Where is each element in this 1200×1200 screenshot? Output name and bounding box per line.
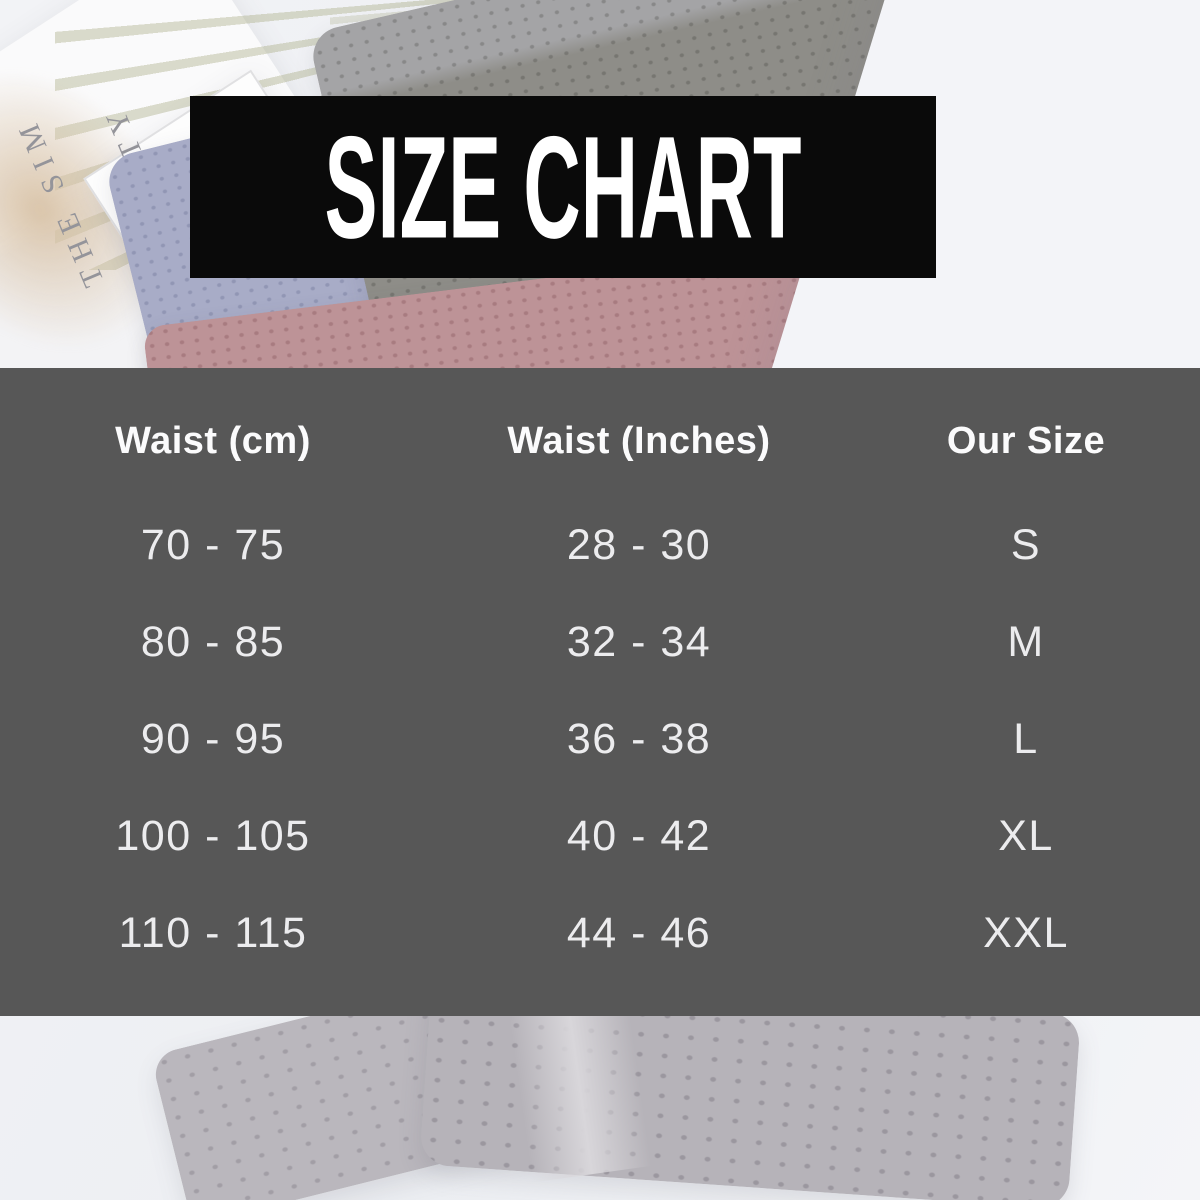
cell-waist-inches: 36 - 38 <box>566 715 712 763</box>
cell-waist-inches: 32 - 34 <box>566 618 712 666</box>
column-header-waist-cm: Waist (cm) <box>115 420 311 462</box>
cell-size: M <box>1007 618 1045 666</box>
cell-waist-cm: 70 - 75 <box>140 521 286 569</box>
cell-waist-inches: 44 - 46 <box>566 909 712 957</box>
page-title: SIZE CHART <box>324 105 802 269</box>
table-row: 70 - 75 28 - 30 S <box>0 497 1200 594</box>
table-row: 80 - 85 32 - 34 M <box>0 594 1200 691</box>
cell-size: XXL <box>983 909 1069 957</box>
cell-waist-inches: 40 - 42 <box>566 812 712 860</box>
table-body: 70 - 75 28 - 30 S 80 - 85 32 - 34 M 90 -… <box>0 497 1200 982</box>
column-header-waist-inches: Waist (Inches) <box>507 420 771 462</box>
cell-waist-cm: 90 - 95 <box>140 715 286 763</box>
cell-waist-cm: 110 - 115 <box>118 909 308 957</box>
table-row: 110 - 115 44 - 46 XXL <box>0 885 1200 982</box>
cell-waist-inches: 28 - 30 <box>566 521 712 569</box>
fabric-crease <box>508 997 652 1183</box>
cell-waist-cm: 80 - 85 <box>140 618 286 666</box>
table-row: 100 - 105 40 - 42 XL <box>0 788 1200 885</box>
table-row: 90 - 95 36 - 38 L <box>0 691 1200 788</box>
column-header-our-size: Our Size <box>946 420 1106 462</box>
cell-size: L <box>1013 715 1039 763</box>
cell-size: XL <box>998 812 1054 860</box>
table-header-row: Waist (cm) Waist (Inches) Our Size <box>0 368 1200 463</box>
cell-waist-cm: 100 - 105 <box>115 812 311 860</box>
title-banner: SIZE CHART <box>190 96 936 278</box>
cell-size: S <box>1010 521 1042 569</box>
size-table: Waist (cm) Waist (Inches) Our Size 70 - … <box>0 368 1200 1016</box>
